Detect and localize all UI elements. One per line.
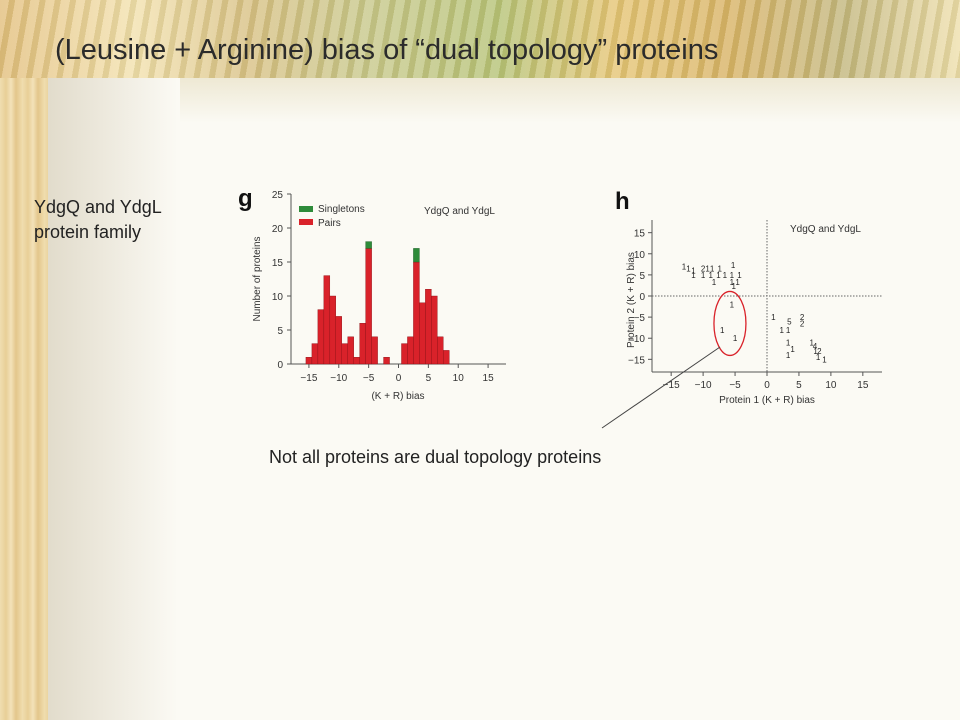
scatter-point-label: 1 [816,353,821,362]
y-tick-label: 0 [277,360,283,371]
y-tick-label: 10 [634,250,646,261]
histogram-panel-g: g 0 5 10 15 20 25 −15 −10 −5 0 5 10 15 (K + R) bias Num… [238,185,506,402]
scatter-point-label: 1 [709,271,714,280]
x-tick-label: 5 [796,380,802,391]
bar-pairs [443,350,450,365]
scatter-point-label: 1 [730,300,735,309]
x-axis-title: Protein 1 (K + R) bias [719,395,815,406]
scatter-point-label: 1 [717,265,722,274]
panel-label-g: g [238,185,253,212]
y-tick-label: 25 [272,190,284,201]
scatter-point-label: 2 [701,265,706,274]
bar-singletons [413,248,420,263]
scatter-point-label: 2 [800,319,805,328]
x-tick-label: −15 [663,380,680,391]
scatter-point-label: 1 [686,265,691,274]
banner-shadow [180,78,960,123]
scatter-point-label: 1 [779,326,784,335]
scatter-point-label: 1 [731,261,736,270]
scatter-point-label: 1 [786,351,791,360]
scatter-point-label: 1 [730,278,735,287]
scatter-point-label: 1 [691,267,696,276]
scatter-point-label: 1 [733,334,738,343]
side-label-line2: protein family [34,222,142,242]
x-tick-label: −10 [330,373,347,384]
scatter-point-label: 1 [822,355,827,364]
scatter-point-label: 1 [771,313,776,322]
scatter-point-label: 1 [691,271,696,280]
scatter-point-label: 1 [682,262,687,271]
bar-pairs [371,336,378,365]
highlight-circle [713,290,747,357]
scatter-point-label: 2 [800,313,805,322]
y-tick-label: 0 [639,292,645,303]
legend-swatch-pairs [299,219,313,225]
y-tick-label: 20 [272,224,284,235]
scatter-point-label: 4 [813,342,818,351]
x-tick-label: 15 [857,380,869,391]
chart-title: YdgQ and YdgL [424,206,495,217]
x-axis-title: (K + R) bias [371,391,424,402]
scatter-point-label: 1 [705,265,710,274]
y-tick-label: 5 [639,271,645,282]
title-banner-texture [0,0,960,78]
scatter-point-label: 1 [809,338,814,347]
y-tick-label: −10 [628,334,645,345]
legend-label-singletons: Singletons [318,204,365,215]
legend-swatch-singletons [299,206,313,212]
bar-pairs [335,316,342,365]
x-tick-label: 10 [825,380,837,391]
bar-pairs [431,295,438,365]
panel-label-h: h [615,188,630,215]
x-tick-label: −10 [695,380,712,391]
scatter-point-label: 5 [787,317,792,326]
chart-title: YdgQ and YdgL [790,224,861,235]
pointer-line [601,346,721,429]
y-axis-title: Protein 2 (K + R) bias [626,252,637,348]
scatter-point-label: 1 [737,271,742,280]
y-tick-label: −5 [634,313,646,324]
y-tick-label: 15 [634,229,646,240]
scatter-point-label: 1 [701,271,706,280]
side-label: YdgQ and YdgL protein family [34,195,162,245]
left-shadow [48,78,178,720]
y-tick-label: 10 [272,292,284,303]
slide-title: (Leusine + Arginine) bias of “dual topol… [55,34,719,66]
y-tick-label: 15 [272,258,284,269]
scatter-point-label: 1 [786,338,791,347]
x-tick-label: 15 [483,373,495,384]
scatter-point-label: 1 [790,345,795,354]
x-tick-label: 5 [426,373,432,384]
left-decor-strip [0,0,48,720]
scatter-point-label: 1 [710,265,715,274]
bar-pairs [347,336,354,365]
scatter-point-label: 1 [723,271,728,280]
x-tick-label: −5 [729,380,741,391]
scatter-point-label: 1 [712,278,717,287]
y-tick-label: −15 [628,355,645,366]
x-tick-label: −5 [363,373,375,384]
title-banner [0,0,960,78]
scatter-point-label: 1 [813,347,818,356]
caption-text: Not all proteins are dual topology prote… [269,447,602,467]
scatter-point-label: 1 [735,278,740,287]
y-axis-title: Number of proteins [252,236,263,321]
side-label-line1: YdgQ and YdgL [34,197,162,217]
scatter-point-label: 1 [720,326,725,335]
x-tick-label: 0 [396,373,402,384]
scatter-point-label: 2 [817,347,822,356]
x-tick-label: −15 [300,373,317,384]
scatter-point-label: 1 [786,326,791,335]
bar-singletons [365,241,372,249]
y-tick-label: 5 [277,326,283,337]
scatter-point-label: 1 [716,271,721,280]
bar-pairs [383,356,390,365]
scatter-point-label: 1 [730,271,735,280]
legend-label-pairs: Pairs [318,218,341,229]
x-tick-label: 0 [764,380,770,391]
scatter-point-label: 1 [732,282,737,291]
x-tick-label: 10 [453,373,465,384]
